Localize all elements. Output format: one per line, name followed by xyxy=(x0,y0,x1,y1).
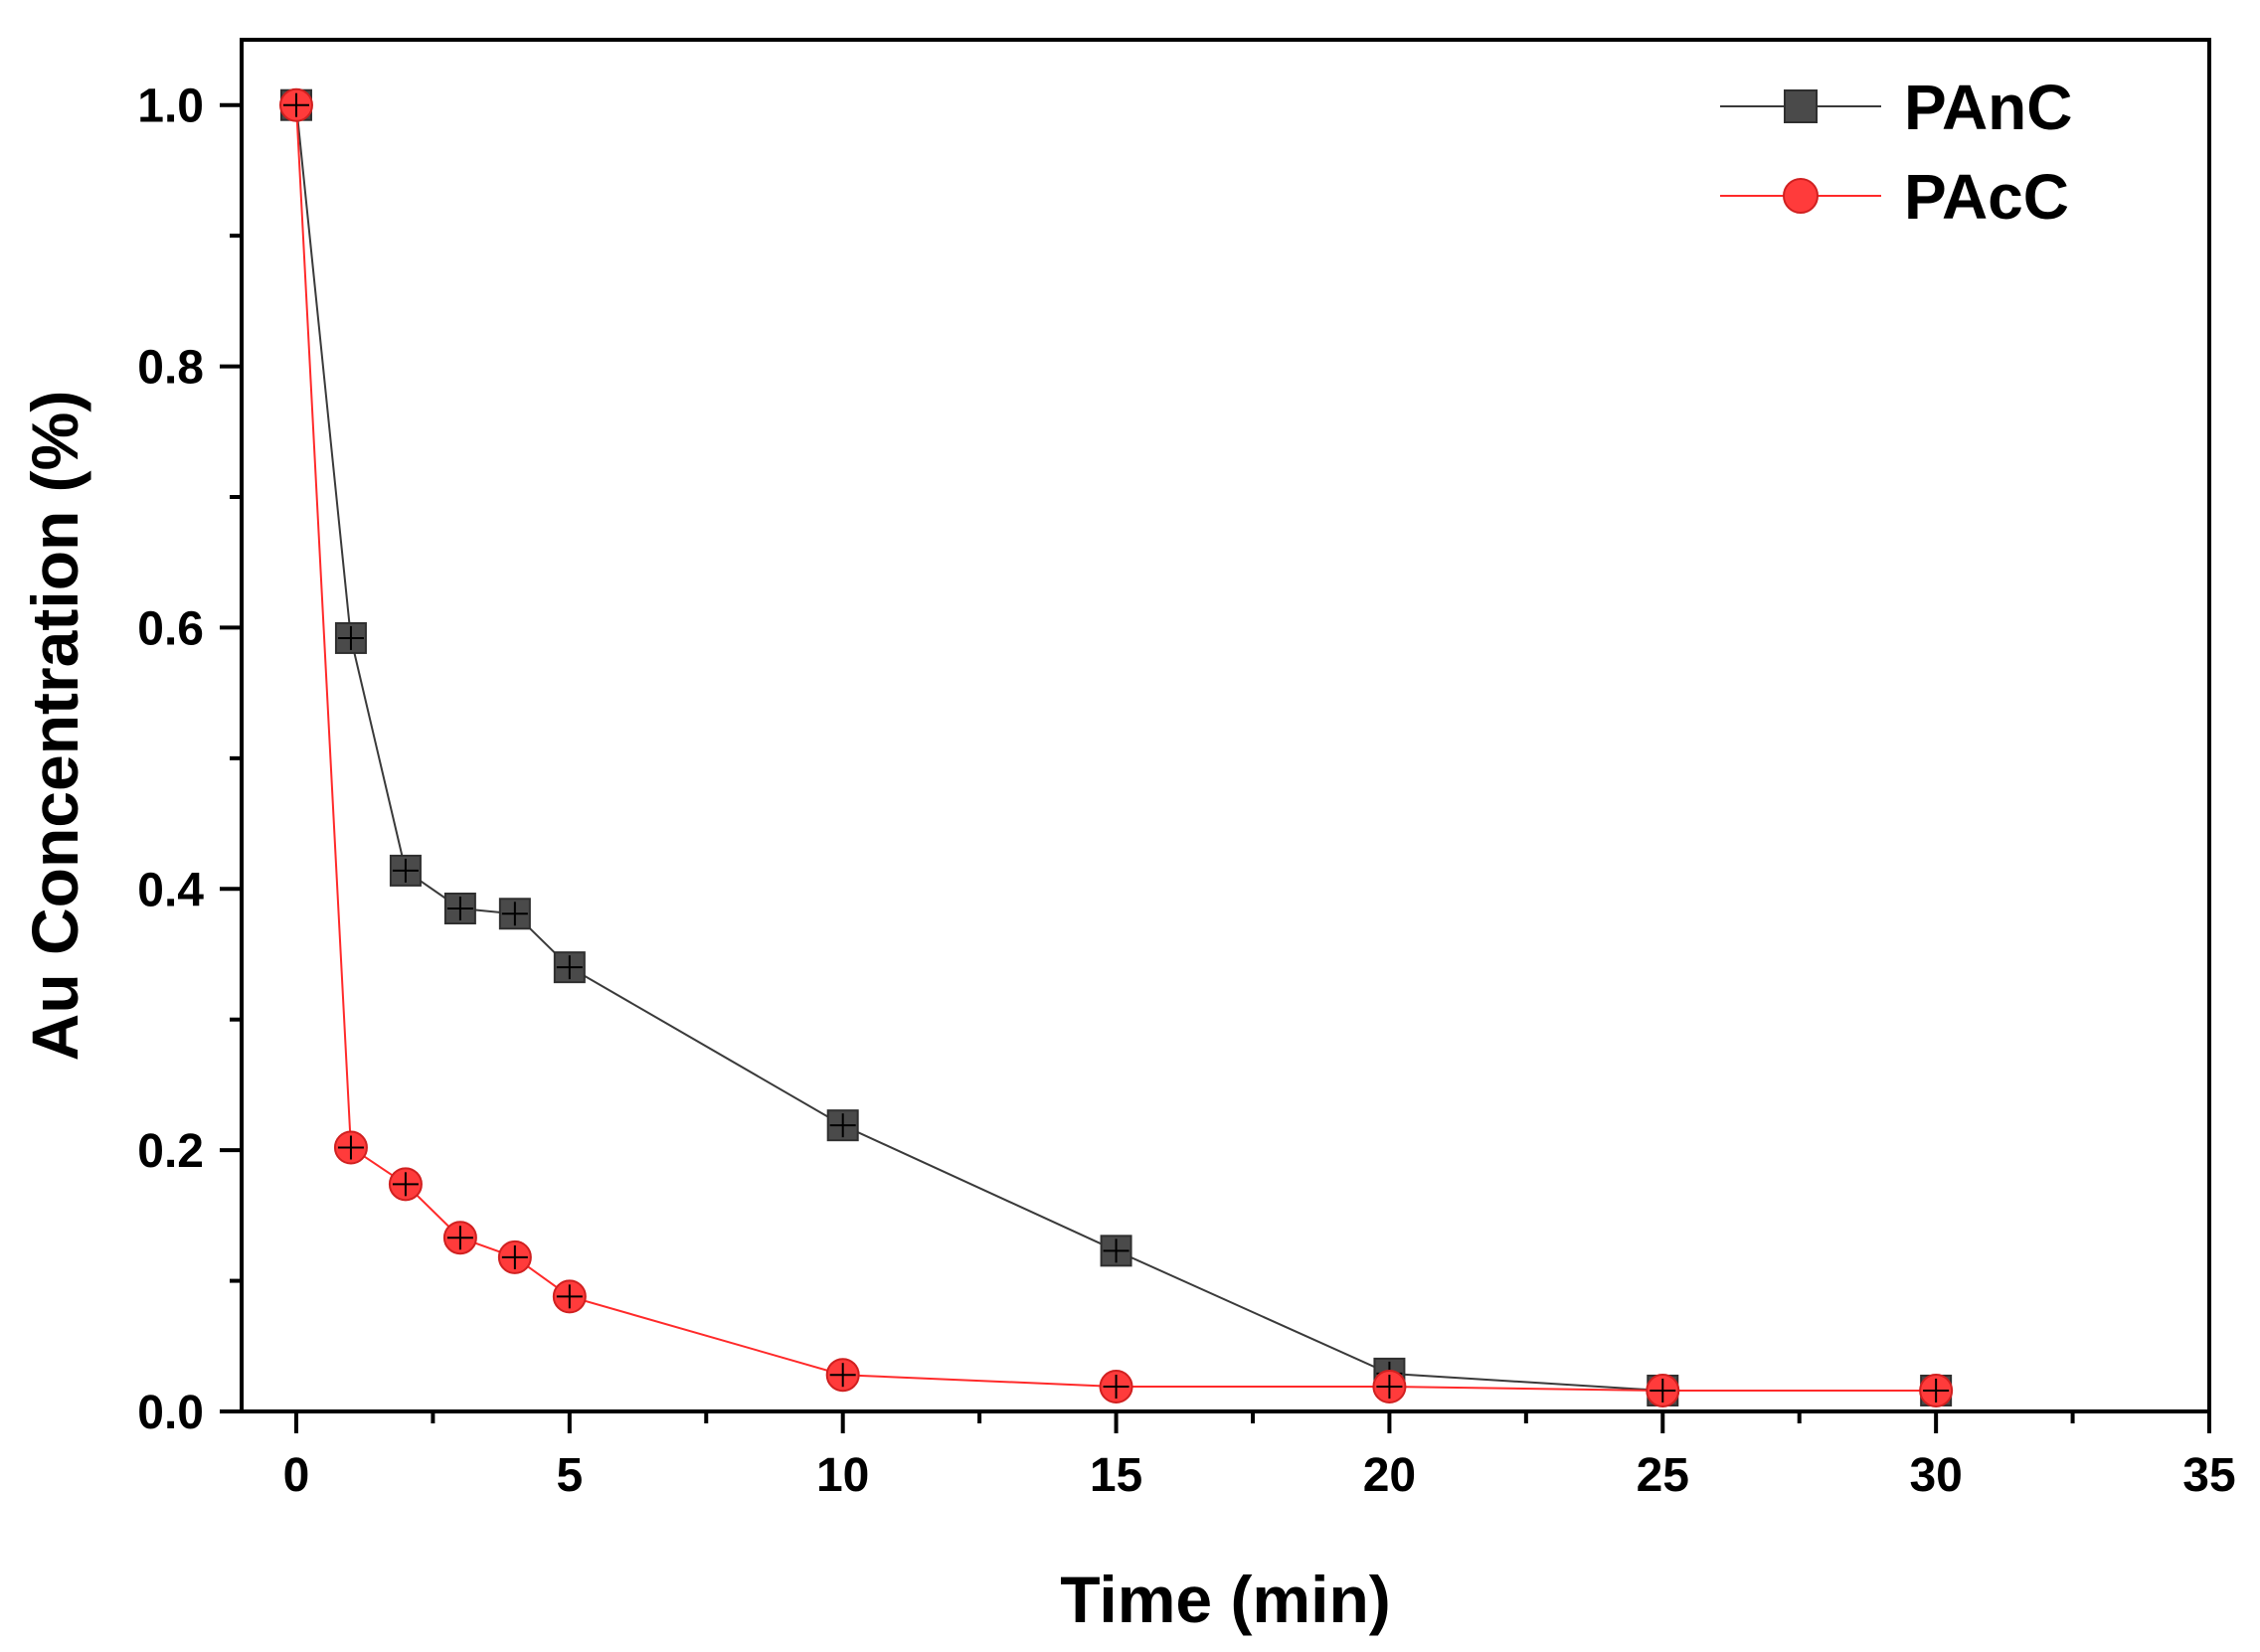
x-tick-label: 0 xyxy=(283,1449,310,1502)
y-tick-label: 0.0 xyxy=(137,1387,204,1439)
x-tick-label: 30 xyxy=(1909,1449,1962,1502)
x-tick-label: 25 xyxy=(1637,1449,1689,1502)
series-line xyxy=(295,104,1937,1392)
plot-frame xyxy=(240,38,2211,1413)
y-tick-label: 0.4 xyxy=(137,864,204,916)
y-tick-label: 0.6 xyxy=(137,602,204,655)
legend-marker xyxy=(1784,89,1818,123)
x-tick-label: 5 xyxy=(556,1449,583,1502)
x-tick-label: 10 xyxy=(816,1449,869,1502)
y-axis-title: Au Concentration (%) xyxy=(18,391,91,1062)
legend: PAnC PAcC xyxy=(1720,72,2072,233)
series-PAcC xyxy=(278,87,1954,1407)
y-tick-label: 0.2 xyxy=(137,1125,204,1178)
legend-item-PAcC: PAcC xyxy=(1720,161,2069,233)
axes: 0 5 10 15 20 25 30 35 0.0 0.2 0.4 0.6 0.8 1.0 xyxy=(137,38,2236,1502)
y-tick-label: 1.0 xyxy=(137,81,204,133)
legend-label: PAnC xyxy=(1904,72,2072,143)
legend-label: PAcC xyxy=(1904,161,2069,233)
x-tick-label: 35 xyxy=(2182,1449,2235,1502)
y-tick-label: 0.8 xyxy=(137,342,204,395)
x-tick-label: 15 xyxy=(1090,1449,1142,1502)
legend-item-PAnC: PAnC xyxy=(1720,72,2072,143)
legend-marker xyxy=(1783,178,1819,214)
x-axis-title: Time (min) xyxy=(1060,1563,1390,1636)
series-PAnC xyxy=(279,88,1953,1406)
x-tick-label: 20 xyxy=(1363,1449,1416,1502)
series-line xyxy=(295,104,1937,1392)
series-layer xyxy=(278,87,1954,1407)
